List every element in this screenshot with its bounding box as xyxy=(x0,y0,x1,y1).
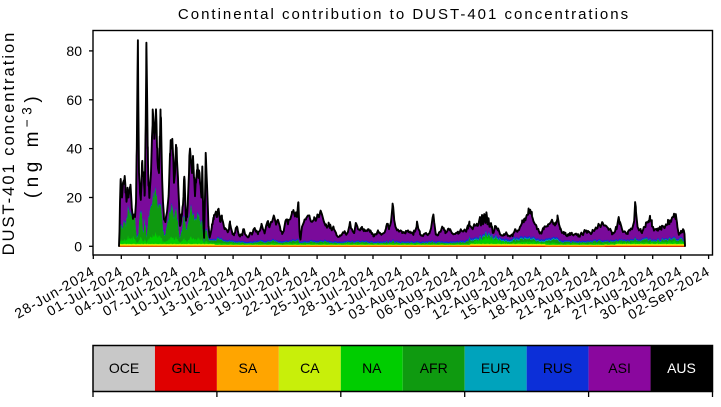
svg-text:20: 20 xyxy=(66,190,82,206)
svg-text:ASI: ASI xyxy=(608,360,631,376)
svg-text:SA: SA xyxy=(239,360,258,376)
svg-text:AUS: AUS xyxy=(667,360,696,376)
svg-text:EUR: EUR xyxy=(481,360,511,376)
svg-text:40: 40 xyxy=(66,141,82,157)
svg-text:DUST-401 concentration: DUST-401 concentration xyxy=(0,31,18,256)
svg-text:GNL: GNL xyxy=(172,360,201,376)
svg-text:NA: NA xyxy=(362,360,382,376)
svg-text:80: 80 xyxy=(66,43,82,59)
svg-text:(ng m−3): (ng m−3) xyxy=(20,92,44,198)
svg-text:Continental contribution to DU: Continental contribution to DUST-401 con… xyxy=(178,6,630,23)
svg-text:60: 60 xyxy=(66,92,82,108)
svg-text:AFR: AFR xyxy=(420,360,448,376)
svg-text:RUS: RUS xyxy=(543,360,573,376)
svg-text:OCE: OCE xyxy=(109,360,139,376)
svg-text:0: 0 xyxy=(74,238,82,254)
svg-text:CA: CA xyxy=(300,360,320,376)
